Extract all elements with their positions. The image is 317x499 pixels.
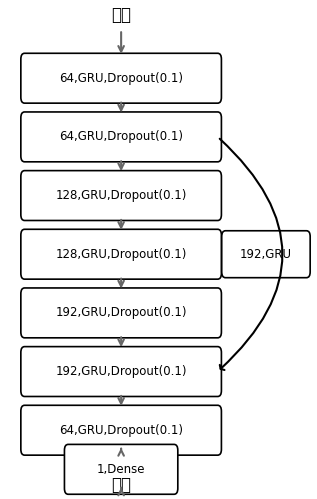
Text: 128,GRU,Dropout(0.1): 128,GRU,Dropout(0.1) (55, 189, 187, 202)
Text: 192,GRU,Dropout(0.1): 192,GRU,Dropout(0.1) (55, 365, 187, 378)
FancyBboxPatch shape (21, 288, 221, 338)
FancyBboxPatch shape (222, 231, 310, 277)
Text: 64,GRU,Dropout(0.1): 64,GRU,Dropout(0.1) (59, 424, 183, 437)
FancyBboxPatch shape (21, 53, 221, 103)
FancyBboxPatch shape (64, 445, 178, 495)
FancyBboxPatch shape (21, 112, 221, 162)
Text: 输入: 输入 (111, 6, 131, 24)
Text: 192,GRU: 192,GRU (240, 248, 292, 260)
FancyBboxPatch shape (21, 229, 221, 279)
Text: 1,Dense: 1,Dense (97, 463, 146, 476)
FancyBboxPatch shape (21, 347, 221, 397)
Text: 64,GRU,Dropout(0.1): 64,GRU,Dropout(0.1) (59, 72, 183, 85)
Text: 输出: 输出 (111, 476, 131, 495)
Text: 192,GRU,Dropout(0.1): 192,GRU,Dropout(0.1) (55, 306, 187, 319)
FancyBboxPatch shape (21, 171, 221, 221)
Text: 64,GRU,Dropout(0.1): 64,GRU,Dropout(0.1) (59, 130, 183, 143)
Text: 128,GRU,Dropout(0.1): 128,GRU,Dropout(0.1) (55, 248, 187, 260)
FancyBboxPatch shape (21, 405, 221, 455)
